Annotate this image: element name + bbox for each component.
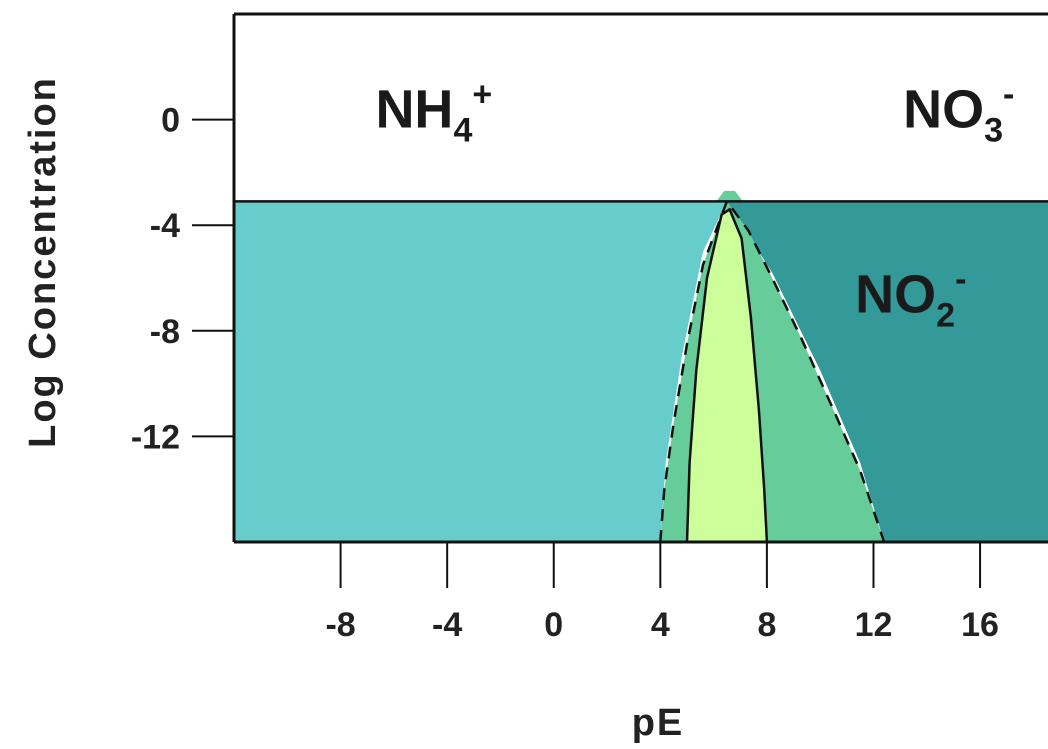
x-axis-title: pE bbox=[632, 702, 685, 744]
y-tick-label: -4 bbox=[150, 207, 180, 245]
axis-ticks: -8 -4 0 4 8 12 16 0 -4 -8 -12 bbox=[131, 102, 999, 644]
x-tick-label: -4 bbox=[432, 606, 462, 644]
plot-content bbox=[234, 190, 1048, 542]
x-tick-label: 12 bbox=[855, 606, 893, 644]
no2-label: NO2- bbox=[855, 260, 966, 334]
x-tick-label: 8 bbox=[757, 606, 776, 644]
region-labels: NH4+ NO3- NO2- bbox=[375, 76, 1014, 335]
y-axis-title: Log Concentration bbox=[22, 76, 64, 448]
y-tick-label: -12 bbox=[131, 418, 180, 456]
dashed-boundary-line bbox=[659, 198, 886, 542]
x-tick-label: 4 bbox=[651, 606, 670, 644]
x-tick-label: 0 bbox=[544, 606, 563, 644]
no3-region bbox=[726, 201, 1048, 542]
y-tick-label: -8 bbox=[150, 313, 180, 351]
x-tick-label: -8 bbox=[325, 606, 355, 644]
nh4-region bbox=[234, 201, 727, 542]
no2-peak-cap bbox=[716, 190, 743, 202]
no3-label: NO3- bbox=[903, 76, 1014, 150]
solid-boundary-line bbox=[685, 207, 769, 542]
plot-area bbox=[232, 12, 1048, 544]
y-tick-label: 0 bbox=[161, 102, 180, 140]
x-tick-label: 16 bbox=[961, 606, 999, 644]
nh4-label: NH4+ bbox=[375, 76, 492, 150]
